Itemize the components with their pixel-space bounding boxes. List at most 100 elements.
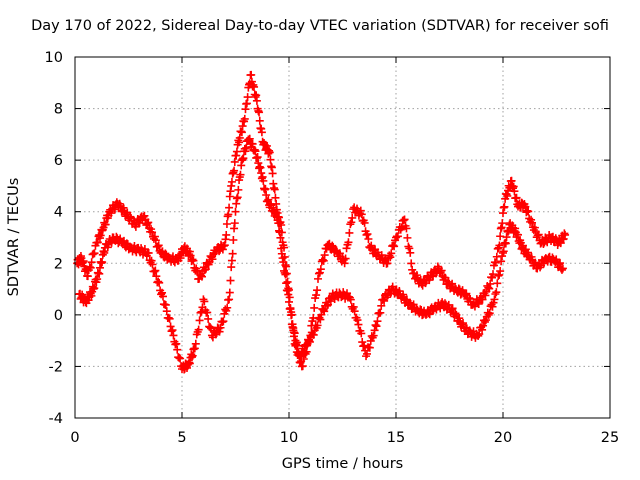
- data-point-fill: [315, 268, 324, 277]
- data-point-fill: [236, 170, 245, 179]
- data-point-fill: [496, 232, 505, 241]
- data-point-fill: [293, 341, 302, 350]
- data-point-fill: [313, 321, 322, 330]
- data-point-fill: [425, 276, 434, 285]
- data-point-fill: [140, 211, 149, 220]
- data-point-fill: [440, 299, 449, 308]
- y-tick-label: 4: [54, 205, 63, 221]
- data-point-fill: [227, 256, 236, 265]
- data-point-fill: [192, 264, 201, 273]
- data-point-fill: [155, 278, 164, 287]
- data-point-fill: [197, 271, 206, 280]
- data-point-fill: [345, 228, 354, 237]
- data-point: [148, 228, 157, 237]
- data-point-fill: [462, 289, 471, 298]
- data-point-fill: [481, 291, 490, 300]
- data-point-fill: [247, 70, 256, 79]
- data-point-fill: [189, 256, 198, 265]
- data-point-fill: [191, 339, 200, 348]
- data-point-fill: [112, 232, 121, 241]
- data-point-fill: [172, 339, 181, 348]
- data-point-fill: [498, 219, 507, 228]
- data-point-fill: [530, 223, 539, 232]
- data-point: [561, 230, 570, 239]
- y-tick-label: 8: [54, 102, 63, 118]
- data-point-fill: [270, 185, 279, 194]
- data-point-fill: [90, 249, 99, 258]
- data-point-fill: [167, 327, 176, 336]
- data-point-fill: [405, 298, 414, 307]
- data-point-fill: [365, 343, 374, 352]
- data-point-fill: [474, 331, 483, 340]
- data-point-fill: [372, 322, 381, 331]
- data-point-fill: [346, 220, 355, 229]
- data-point-fill: [360, 218, 369, 227]
- data-point-fill: [143, 219, 152, 228]
- data-point: [400, 215, 409, 224]
- data-point-fill: [521, 202, 530, 211]
- data-point-fill: [229, 236, 238, 245]
- x-tick-label: 0: [70, 430, 79, 446]
- data-point-fill: [87, 258, 96, 267]
- data-point-fill: [552, 255, 561, 264]
- data-point: [558, 264, 567, 273]
- data-point-fill: [349, 302, 358, 311]
- data-point-fill: [276, 233, 285, 242]
- data-point-fill: [399, 216, 408, 225]
- data-point-fill: [150, 232, 159, 241]
- data-point-fill: [556, 259, 565, 268]
- data-point-fill: [377, 251, 386, 260]
- data-point-fill: [107, 209, 116, 218]
- data-point-fill: [389, 241, 398, 250]
- data-point-fill: [397, 223, 406, 232]
- data-point-fill: [495, 270, 504, 279]
- data-point-fill: [373, 317, 382, 326]
- data-point-fill: [393, 232, 402, 241]
- data-point-fill: [404, 242, 413, 251]
- data-point-fill: [350, 307, 359, 316]
- data-point-fill: [480, 317, 489, 326]
- data-point-fill: [234, 185, 243, 194]
- data-point-fill: [298, 362, 307, 371]
- data-point-fill: [491, 290, 500, 299]
- data-point-fill: [527, 252, 536, 261]
- data-point-fill: [539, 259, 548, 268]
- data-point-fill: [280, 243, 289, 252]
- data-point-fill: [555, 260, 564, 269]
- data-point-fill: [491, 258, 500, 267]
- data-point-fill: [412, 271, 421, 280]
- data-point: [490, 295, 499, 304]
- data-point-fill: [150, 267, 159, 276]
- data-point: [340, 259, 349, 268]
- data-point-fill: [496, 267, 505, 276]
- data-point: [357, 210, 366, 219]
- data-point-fill: [119, 203, 128, 212]
- data-point-fill: [399, 290, 408, 299]
- data-point-fill: [240, 114, 249, 123]
- data-point: [190, 344, 199, 353]
- data-point-fill: [324, 240, 333, 249]
- data-point-fill: [259, 176, 268, 185]
- data-point-fill: [364, 234, 373, 243]
- data-point-fill: [500, 202, 509, 211]
- data-point-fill: [232, 147, 241, 156]
- data-point: [225, 295, 234, 304]
- data-point-fill: [320, 251, 329, 260]
- plot-frame: [74, 56, 611, 419]
- data-point-fill: [195, 316, 204, 325]
- data-point-fill: [376, 308, 385, 317]
- data-point-fill: [290, 329, 299, 338]
- data-point-fill: [371, 321, 380, 330]
- data-point-fill: [499, 247, 508, 256]
- data-point-fill: [485, 309, 494, 318]
- data-point-fill: [154, 241, 163, 250]
- data-point-fill: [319, 256, 328, 265]
- data-point-fill: [367, 241, 376, 250]
- data-point: [370, 326, 379, 335]
- data-point-fill: [242, 143, 251, 152]
- data-point-fill: [215, 247, 224, 256]
- data-point-fill: [282, 279, 291, 288]
- data-point-fill: [534, 230, 543, 239]
- data-point: [216, 323, 225, 332]
